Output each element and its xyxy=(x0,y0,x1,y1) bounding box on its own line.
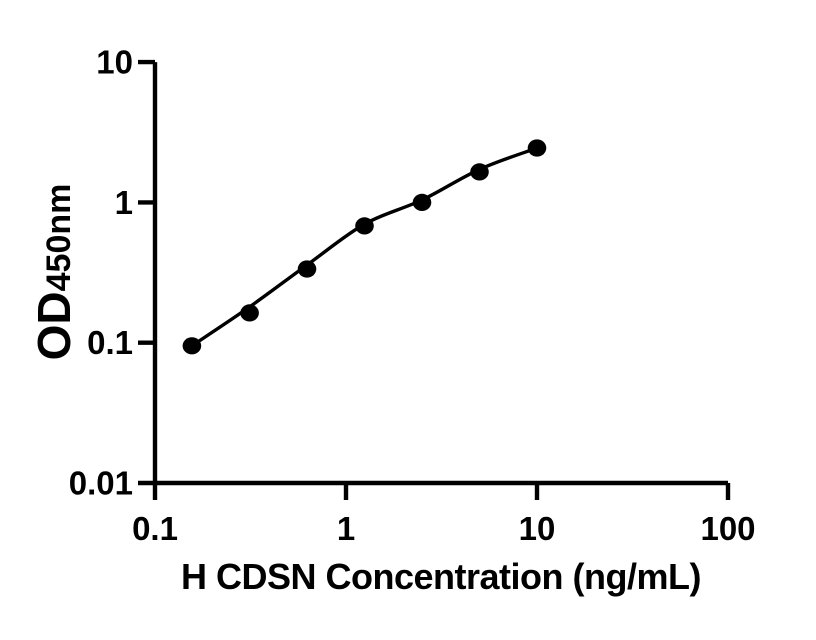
data-point-marker xyxy=(355,217,374,235)
x-tick-label: 0.1 xyxy=(132,510,178,547)
x-tick-label: 100 xyxy=(700,510,755,547)
data-point-marker xyxy=(240,304,259,322)
y-tick-label: 0.01 xyxy=(69,465,133,502)
y-tick-label: 0.1 xyxy=(87,324,133,361)
data-point-marker xyxy=(470,163,489,181)
y-tick-label: 10 xyxy=(96,44,133,81)
y-axis-title-sub: 450nm xyxy=(40,183,78,292)
data-point-marker xyxy=(297,260,317,278)
y-tick-label: 1 xyxy=(115,184,133,221)
data-point-marker xyxy=(527,139,547,157)
data-point-marker xyxy=(412,193,432,211)
y-axis-title: OD450nm xyxy=(27,184,81,361)
x-tick-label: 1 xyxy=(337,510,355,547)
x-axis-title: H CDSN Concentration (ng/mL) xyxy=(181,556,701,597)
data-point-marker xyxy=(182,337,202,355)
x-tick-label: 10 xyxy=(519,510,556,547)
y-axis-title-main: OD xyxy=(28,291,80,361)
